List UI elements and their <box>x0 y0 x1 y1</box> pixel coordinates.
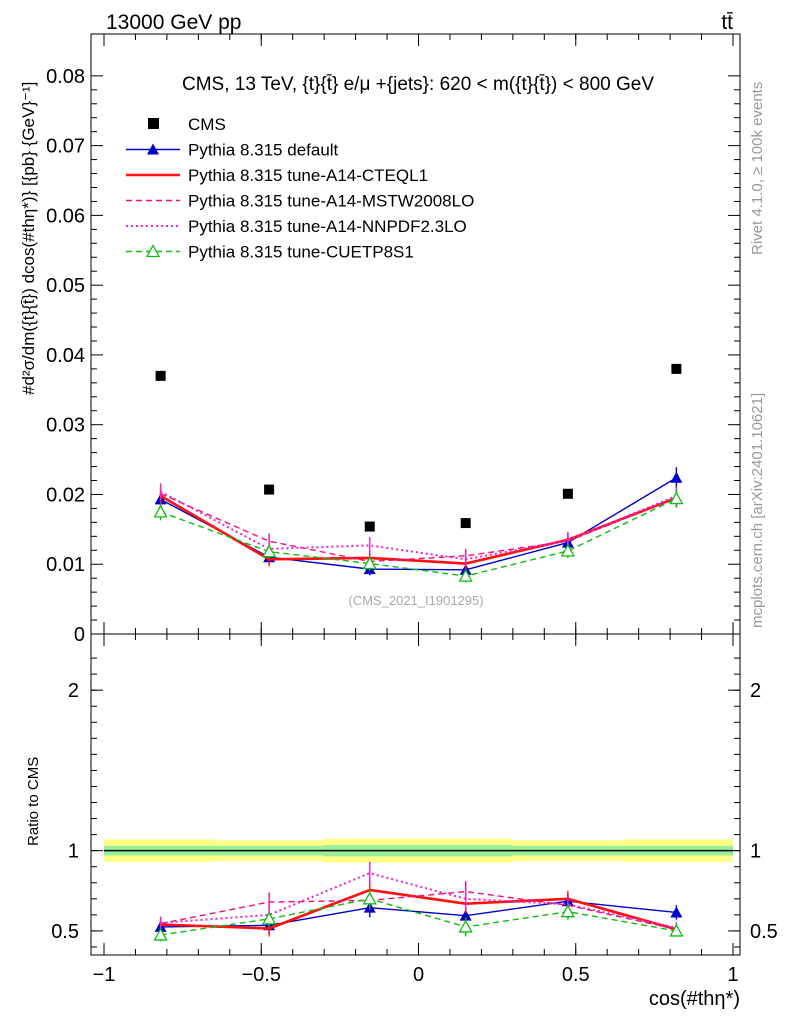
cms-data-point <box>264 484 275 495</box>
main-ytick-label: 0.02 <box>46 484 85 506</box>
legend-label: Pythia 8.315 tune-A14-CTEQL1 <box>188 166 428 185</box>
main-y-axis-label: #d²σ/dm({t}{t̄}) dcos(#thη*)} [{pb} {GeV… <box>19 82 38 395</box>
marker-open-triangle <box>362 891 377 905</box>
main-ytick-label: 0.03 <box>46 415 85 437</box>
marker-open-triangle <box>560 904 575 918</box>
xtick-label: 0.5 <box>562 964 590 986</box>
ratio-series-line <box>160 888 677 931</box>
legend-marker-cms <box>148 118 159 129</box>
cms-data-point <box>155 370 166 381</box>
ratio-ytick-label: 1 <box>68 841 79 863</box>
marker-triangle <box>459 909 472 921</box>
marker-open-triangle <box>153 927 168 941</box>
legend-label: Pythia 8.315 tune-A14-MSTW2008LO <box>188 192 474 211</box>
main-ytick-label: 0.08 <box>46 66 85 88</box>
marker-open-triangle <box>262 911 277 925</box>
ratio-plot-panel: −1 −0.5 0 0.5 1 0.5 0.5 1 1 2 2 <box>51 633 778 986</box>
xtick-label: −0.5 <box>242 964 281 986</box>
ratio-series-line <box>160 900 677 928</box>
xtick-label: −1 <box>93 964 116 986</box>
marker-open-triangle <box>362 556 377 570</box>
main-ytick-label: 0.07 <box>46 136 85 158</box>
header-left-label: 13000 GeV pp <box>106 11 241 34</box>
main-series-line <box>160 477 677 571</box>
main-ytick-label: 0.01 <box>46 554 85 576</box>
marker-open-triangle <box>669 923 684 937</box>
ratio-ytick-label-right: 1 <box>750 841 761 863</box>
ratio-ytick-label: 0.5 <box>51 921 79 943</box>
marker-open-triangle <box>669 491 684 505</box>
header-right-label: tt̄ <box>721 11 733 34</box>
marker-triangle <box>147 143 159 155</box>
main-plot-panel: 0 0.01 0.02 0.03 0.04 0.05 0.06 0.07 0.08 <box>46 33 741 646</box>
cms-data-point <box>364 521 375 532</box>
main-series-line <box>160 490 677 561</box>
ratio-series-line <box>160 898 677 936</box>
main-series-line <box>159 494 677 565</box>
ratio-frame <box>90 633 741 956</box>
x-axis-label: cos(#thη*) <box>649 988 740 1010</box>
ratio-ytick-label-right: 2 <box>750 680 761 702</box>
legend-label: Pythia 8.315 default <box>188 141 339 160</box>
ratio-series-line <box>160 890 677 931</box>
mcplots-url-label: mcplots.cern.ch [arXiv:2401.10621] <box>749 393 766 628</box>
main-plot-title: CMS, 13 TeV, {t}{t̄} e/μ +{jets}: 620 < … <box>182 74 654 95</box>
legend-label: CMS <box>188 115 226 134</box>
legend: CMS Pythia 8.315 default Pythia 8.315 tune… <box>126 115 474 262</box>
cms-data-point <box>562 488 573 499</box>
marker-open-triangle <box>458 919 473 933</box>
cms-data-point <box>460 518 471 529</box>
ratio-series-line <box>160 872 677 929</box>
main-ytick-label: 0.04 <box>46 345 85 367</box>
ratio-y-axis-label: Ratio to CMS <box>25 757 42 846</box>
legend-label: Pythia 8.315 tune-A14-NNPDF2.3LO <box>188 217 467 236</box>
ratio-ytick-label: 2 <box>68 680 79 702</box>
marker-triangle <box>670 471 683 483</box>
legend-label: Pythia 8.315 tune-CUETP8S1 <box>188 243 414 262</box>
marker-open-triangle <box>153 504 168 518</box>
marker-open-triangle <box>262 544 277 558</box>
ratio-ytick-label-right: 0.5 <box>750 921 778 943</box>
cms-data-point <box>671 363 682 374</box>
watermark-label: (CMS_2021_I1901295) <box>348 593 483 608</box>
main-ytick-label: 0.06 <box>46 205 85 227</box>
xtick-label: 0 <box>413 964 424 986</box>
main-series-line <box>160 498 677 577</box>
marker-open-triangle <box>560 543 575 557</box>
marker-open-triangle <box>458 568 473 582</box>
rivet-version-label: Rivet 4.1.0, ≥ 100k events <box>749 82 766 255</box>
main-ytick-label: 0.05 <box>46 275 85 297</box>
xtick-label: 1 <box>727 964 738 986</box>
marker-open-triangle <box>145 244 161 258</box>
main-ytick-label: 0 <box>74 624 85 646</box>
marker-triangle <box>670 906 683 918</box>
